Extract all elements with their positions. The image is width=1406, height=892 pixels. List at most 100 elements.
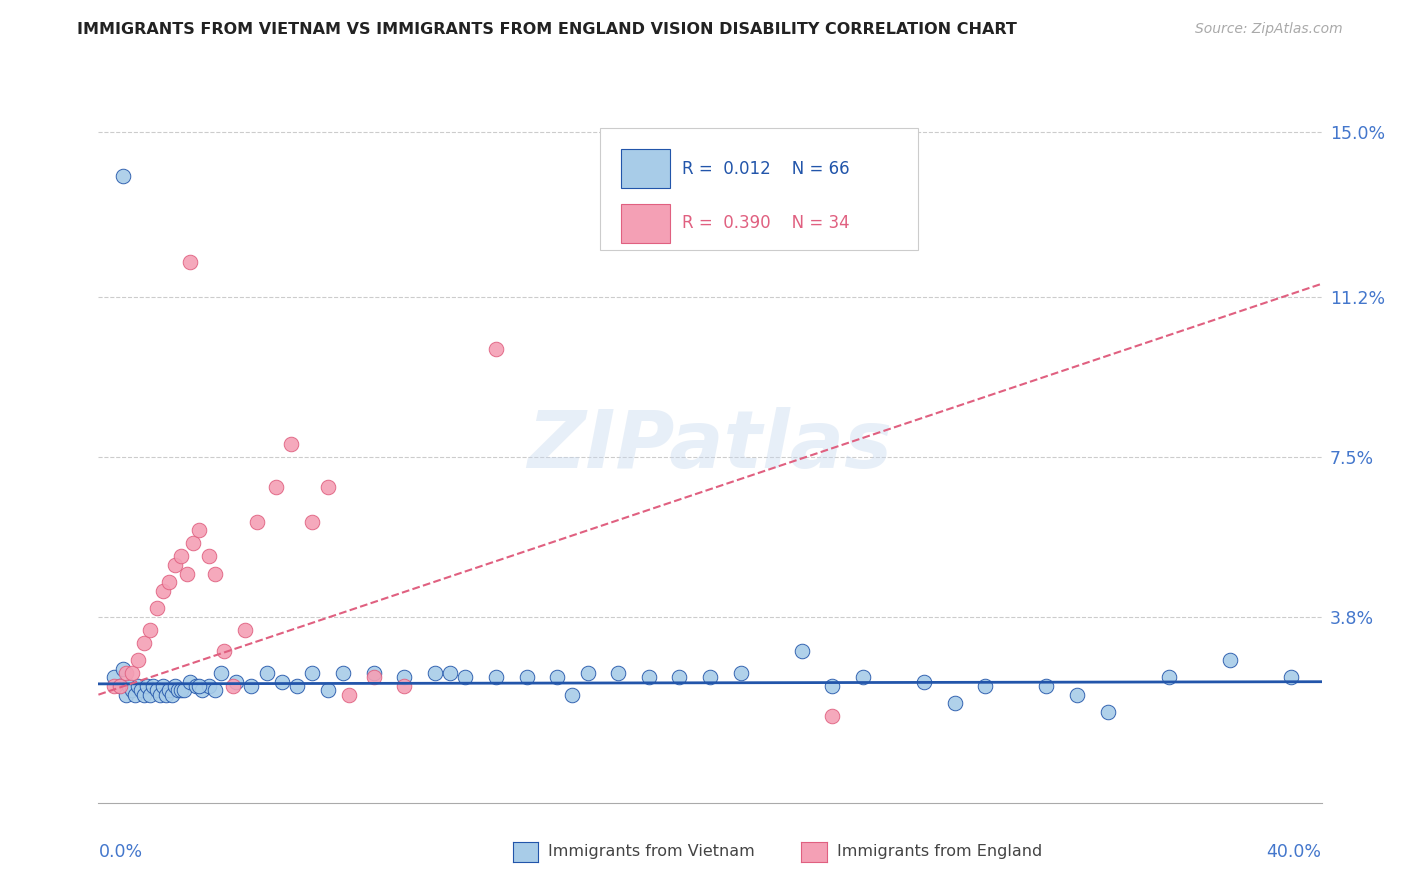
Text: 40.0%: 40.0% xyxy=(1267,843,1322,861)
Point xyxy=(111,662,134,676)
Point xyxy=(152,679,174,693)
Point xyxy=(225,674,247,689)
Point xyxy=(136,679,159,693)
Point xyxy=(197,679,219,693)
Point xyxy=(454,670,477,684)
Point xyxy=(186,679,208,693)
Point xyxy=(1097,705,1119,719)
Point xyxy=(108,679,131,693)
Point xyxy=(852,670,875,684)
Point xyxy=(233,623,256,637)
Point xyxy=(152,583,174,598)
Text: Source: ZipAtlas.com: Source: ZipAtlas.com xyxy=(1195,22,1343,37)
Point xyxy=(204,683,226,698)
Point xyxy=(912,674,935,689)
Point xyxy=(108,679,131,693)
Point xyxy=(1066,688,1088,702)
Point xyxy=(607,666,630,681)
Point xyxy=(1157,670,1180,684)
Point xyxy=(167,683,190,698)
Point xyxy=(699,670,721,684)
Point xyxy=(240,679,263,693)
Point xyxy=(197,549,219,564)
Point xyxy=(173,683,195,698)
Point xyxy=(439,666,461,681)
Point xyxy=(163,558,186,572)
Point xyxy=(668,670,690,684)
Point xyxy=(149,688,172,702)
Point xyxy=(516,670,538,684)
Point xyxy=(256,666,278,681)
Text: IMMIGRANTS FROM VIETNAM VS IMMIGRANTS FROM ENGLAND VISION DISABILITY CORRELATION: IMMIGRANTS FROM VIETNAM VS IMMIGRANTS FR… xyxy=(77,22,1017,37)
FancyBboxPatch shape xyxy=(600,128,918,250)
Point xyxy=(134,688,156,702)
Point xyxy=(155,688,177,702)
Point xyxy=(301,515,323,529)
Point xyxy=(1219,653,1241,667)
Point xyxy=(790,644,813,658)
Point xyxy=(423,666,446,681)
Point xyxy=(332,666,354,681)
Point xyxy=(145,601,167,615)
Point xyxy=(124,688,146,702)
Point xyxy=(821,679,844,693)
Point xyxy=(115,666,138,681)
Point xyxy=(943,696,966,710)
Point xyxy=(204,566,226,581)
Point xyxy=(392,670,416,684)
Point xyxy=(246,515,269,529)
Point xyxy=(821,709,844,723)
Point xyxy=(129,683,152,698)
Point xyxy=(637,670,661,684)
Point xyxy=(363,666,385,681)
Point xyxy=(730,666,752,681)
Point xyxy=(1279,670,1302,684)
Point xyxy=(316,480,339,494)
Point xyxy=(270,674,292,689)
Point xyxy=(188,679,211,693)
Point xyxy=(170,549,193,564)
Point xyxy=(280,437,302,451)
Point xyxy=(316,683,339,698)
Point xyxy=(546,670,568,684)
Point xyxy=(212,644,235,658)
Point xyxy=(157,683,180,698)
Point xyxy=(111,169,134,183)
Point xyxy=(264,480,287,494)
Point xyxy=(103,670,125,684)
Point xyxy=(160,688,183,702)
Point xyxy=(103,679,125,693)
Point xyxy=(392,679,416,693)
Point xyxy=(179,255,201,269)
Point xyxy=(363,670,385,684)
Point xyxy=(337,688,360,702)
Point xyxy=(127,653,149,667)
Text: R =  0.390    N = 34: R = 0.390 N = 34 xyxy=(682,214,849,232)
FancyBboxPatch shape xyxy=(620,149,669,188)
Point xyxy=(974,679,997,693)
Point xyxy=(209,666,232,681)
Point xyxy=(576,666,599,681)
Point xyxy=(142,679,165,693)
Point xyxy=(191,683,214,698)
Point xyxy=(134,636,156,650)
Point xyxy=(145,683,167,698)
Point xyxy=(179,674,201,689)
FancyBboxPatch shape xyxy=(620,203,669,243)
Point xyxy=(139,623,162,637)
Point xyxy=(163,679,186,693)
Text: Immigrants from England: Immigrants from England xyxy=(837,845,1042,859)
Point xyxy=(485,342,508,356)
Text: 0.0%: 0.0% xyxy=(98,843,142,861)
Point xyxy=(118,679,141,693)
Point xyxy=(285,679,308,693)
Text: ZIPatlas: ZIPatlas xyxy=(527,407,893,485)
Point xyxy=(139,688,162,702)
Point xyxy=(301,666,323,681)
Point xyxy=(1035,679,1057,693)
Text: R =  0.012    N = 66: R = 0.012 N = 66 xyxy=(682,160,849,178)
Point xyxy=(121,683,143,698)
Point xyxy=(115,688,138,702)
Point xyxy=(170,683,193,698)
Point xyxy=(157,575,180,590)
